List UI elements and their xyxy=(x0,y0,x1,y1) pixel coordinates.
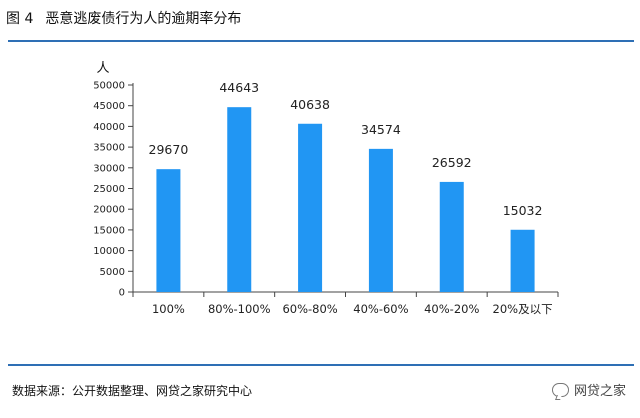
bar xyxy=(227,107,252,292)
data-labels: 29670 44643 40638 34574 26592 15032 xyxy=(149,80,543,218)
x-tick-label: 60%-80% xyxy=(282,302,337,316)
bottom-rule xyxy=(8,364,634,366)
top-rule xyxy=(8,40,634,42)
y-tick-label: 5000 xyxy=(100,267,125,278)
bar-value-label: 34574 xyxy=(361,122,401,137)
bar-value-label: 44643 xyxy=(219,80,259,95)
y-tick-label: 10000 xyxy=(93,246,125,257)
y-tick-label: 0 xyxy=(119,288,125,299)
wechat-icon xyxy=(551,383,569,397)
figure-number: 图 4 xyxy=(6,11,34,27)
x-tick-label: 40%-60% xyxy=(353,302,408,316)
figure-title-text: 恶意逃废债行为人的逾期率分布 xyxy=(45,11,242,27)
y-tick-label: 45000 xyxy=(93,101,125,112)
bar-value-label: 40638 xyxy=(290,97,330,112)
bar xyxy=(156,169,181,292)
y-tick-label: 35000 xyxy=(93,143,125,154)
x-tick-label: 80%-100% xyxy=(208,302,271,316)
figure-title: 图 4 恶意逃废债行为人的逾期率分布 xyxy=(6,8,241,28)
y-axis-unit: 人 xyxy=(96,61,109,76)
x-axis: 100% 80%-100% 60%-80% 40%-60% 40%-20% 20%及以下 xyxy=(132,291,559,316)
x-tick-label: 40%-20% xyxy=(424,302,479,316)
bar xyxy=(510,229,535,292)
x-tick-label: 100% xyxy=(152,302,185,316)
watermark-text: 网贷之家 xyxy=(573,384,626,399)
y-tick-label: 40000 xyxy=(93,122,125,133)
bar xyxy=(368,148,393,292)
y-tick-label: 25000 xyxy=(93,184,125,195)
y-tick-label: 30000 xyxy=(93,163,125,174)
source-note: 数据来源：公开数据整理、网贷之家研究中心 xyxy=(12,384,253,398)
bar-value-label: 26592 xyxy=(432,155,472,170)
bar-value-label: 15032 xyxy=(503,203,543,218)
y-axis: 人 0 5000 10000 15000 20000 25000 30000 35000 4000… xyxy=(93,61,134,299)
y-tick-label: 50000 xyxy=(93,81,125,92)
y-tick-label: 20000 xyxy=(93,205,125,216)
y-tick-label: 15000 xyxy=(93,225,125,236)
bar-series xyxy=(156,107,535,292)
bar-value-label: 29670 xyxy=(149,142,189,157)
watermark: 网贷之家 xyxy=(551,380,626,399)
bar xyxy=(439,181,464,292)
x-tick-label: 20%及以下 xyxy=(493,302,553,316)
bar-chart: 人 0 5000 10000 15000 20000 25000 30000 35000 4000… xyxy=(93,61,559,316)
bar xyxy=(298,123,323,292)
